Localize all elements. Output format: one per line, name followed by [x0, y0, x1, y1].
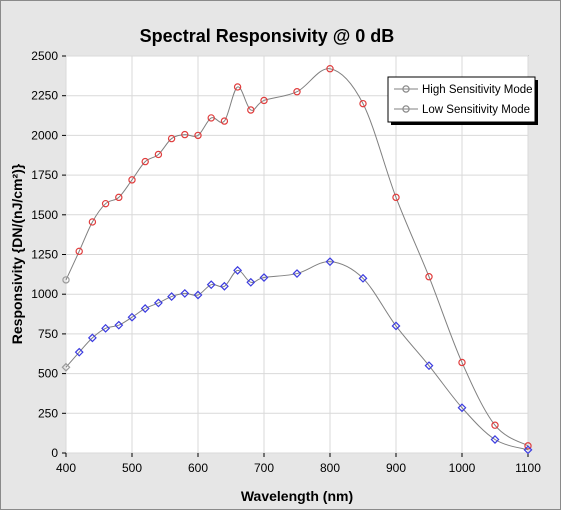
x-tick-label: 800 [320, 461, 340, 475]
data-point [425, 273, 433, 281]
x-tick-label: 1000 [449, 461, 476, 475]
data-point [180, 288, 190, 298]
series-low-sensitivity [61, 257, 533, 455]
data-point [140, 304, 150, 313]
data-point [359, 99, 367, 108]
data-point [75, 247, 83, 256]
series-layer [61, 65, 533, 455]
legend-entry: Low Sensitivity Mode [422, 104, 530, 116]
data-point [154, 150, 163, 159]
data-point [392, 193, 400, 202]
y-tick-label: 1000 [31, 287, 58, 301]
y-axis-label: Responsivity {DN/(nJ/cm²)} [9, 163, 25, 344]
data-point [358, 273, 368, 283]
data-point [61, 362, 71, 372]
data-point [128, 176, 136, 184]
x-tick-label: 400 [56, 461, 76, 475]
data-point [101, 199, 110, 208]
series-line [65, 261, 529, 451]
legend-items: High Sensitivity Mode Low Sensitivity Mod… [394, 84, 533, 116]
data-point [233, 83, 242, 91]
legend-swatch-marker [402, 85, 410, 93]
data-point [193, 290, 203, 300]
data-point [292, 269, 302, 279]
x-tick-label: 900 [386, 461, 406, 475]
data-point [458, 358, 466, 367]
data-point [457, 403, 467, 413]
data-point [523, 445, 533, 455]
data-point [141, 157, 149, 166]
data-point [62, 276, 70, 284]
data-point [293, 88, 301, 96]
data-point [194, 131, 202, 140]
data-point [259, 273, 269, 282]
legend-swatch-marker [402, 105, 410, 113]
data-point [207, 114, 215, 122]
data-point [424, 361, 434, 371]
data-point [524, 442, 532, 450]
data-point [87, 333, 97, 343]
data-point [167, 134, 176, 143]
y-tick-label: 1250 [31, 248, 58, 262]
y-tick-label: 2250 [31, 89, 58, 103]
x-tick-label: 1100 [515, 461, 541, 475]
data-point [181, 130, 189, 139]
data-point [127, 312, 137, 322]
data-point [153, 298, 163, 308]
data-point [490, 435, 500, 444]
data-point [260, 96, 268, 105]
data-point [88, 218, 97, 226]
data-point [101, 323, 111, 333]
data-point [247, 106, 255, 114]
data-point [220, 117, 229, 125]
x-tick-label: 700 [254, 461, 274, 475]
y-tick-label: 2000 [31, 128, 58, 142]
data-point [246, 277, 256, 287]
chart-title: Spectral Responsivity @ 0 dB [140, 26, 395, 46]
data-point [206, 280, 216, 290]
x-axis-label: Wavelength (nm) [241, 488, 353, 504]
y-tick-label: 1500 [31, 208, 58, 222]
data-point [491, 421, 499, 429]
data-point [114, 320, 124, 330]
data-point [391, 321, 401, 331]
y-tick-label: 250 [38, 406, 58, 420]
series-line [65, 68, 529, 447]
y-axis: 0 250 500 750 1000 1250 1500 1750 2000 2250 2500 [31, 49, 66, 460]
data-point [167, 292, 177, 302]
series-high-sensitivity [62, 65, 532, 450]
legend-entry: High Sensitivity Mode [422, 84, 533, 96]
y-tick-label: 0 [51, 446, 58, 460]
x-axis: 400 500 600 700 800 900 1000 1100 [56, 453, 541, 475]
y-tick-label: 750 [38, 327, 58, 341]
y-tick-label: 1750 [31, 168, 58, 182]
data-point [115, 193, 123, 202]
data-point [74, 347, 84, 357]
data-point [325, 257, 335, 267]
y-tick-label: 2500 [31, 49, 58, 63]
y-tick-label: 500 [38, 367, 58, 381]
data-point [219, 281, 229, 291]
data-point [233, 265, 243, 275]
legend: High Sensitivity Mode Low Sensitivity Mod… [387, 76, 538, 125]
x-tick-label: 500 [122, 461, 142, 475]
legend-box [387, 76, 536, 123]
data-point [326, 65, 334, 73]
x-tick-label: 600 [188, 461, 208, 475]
